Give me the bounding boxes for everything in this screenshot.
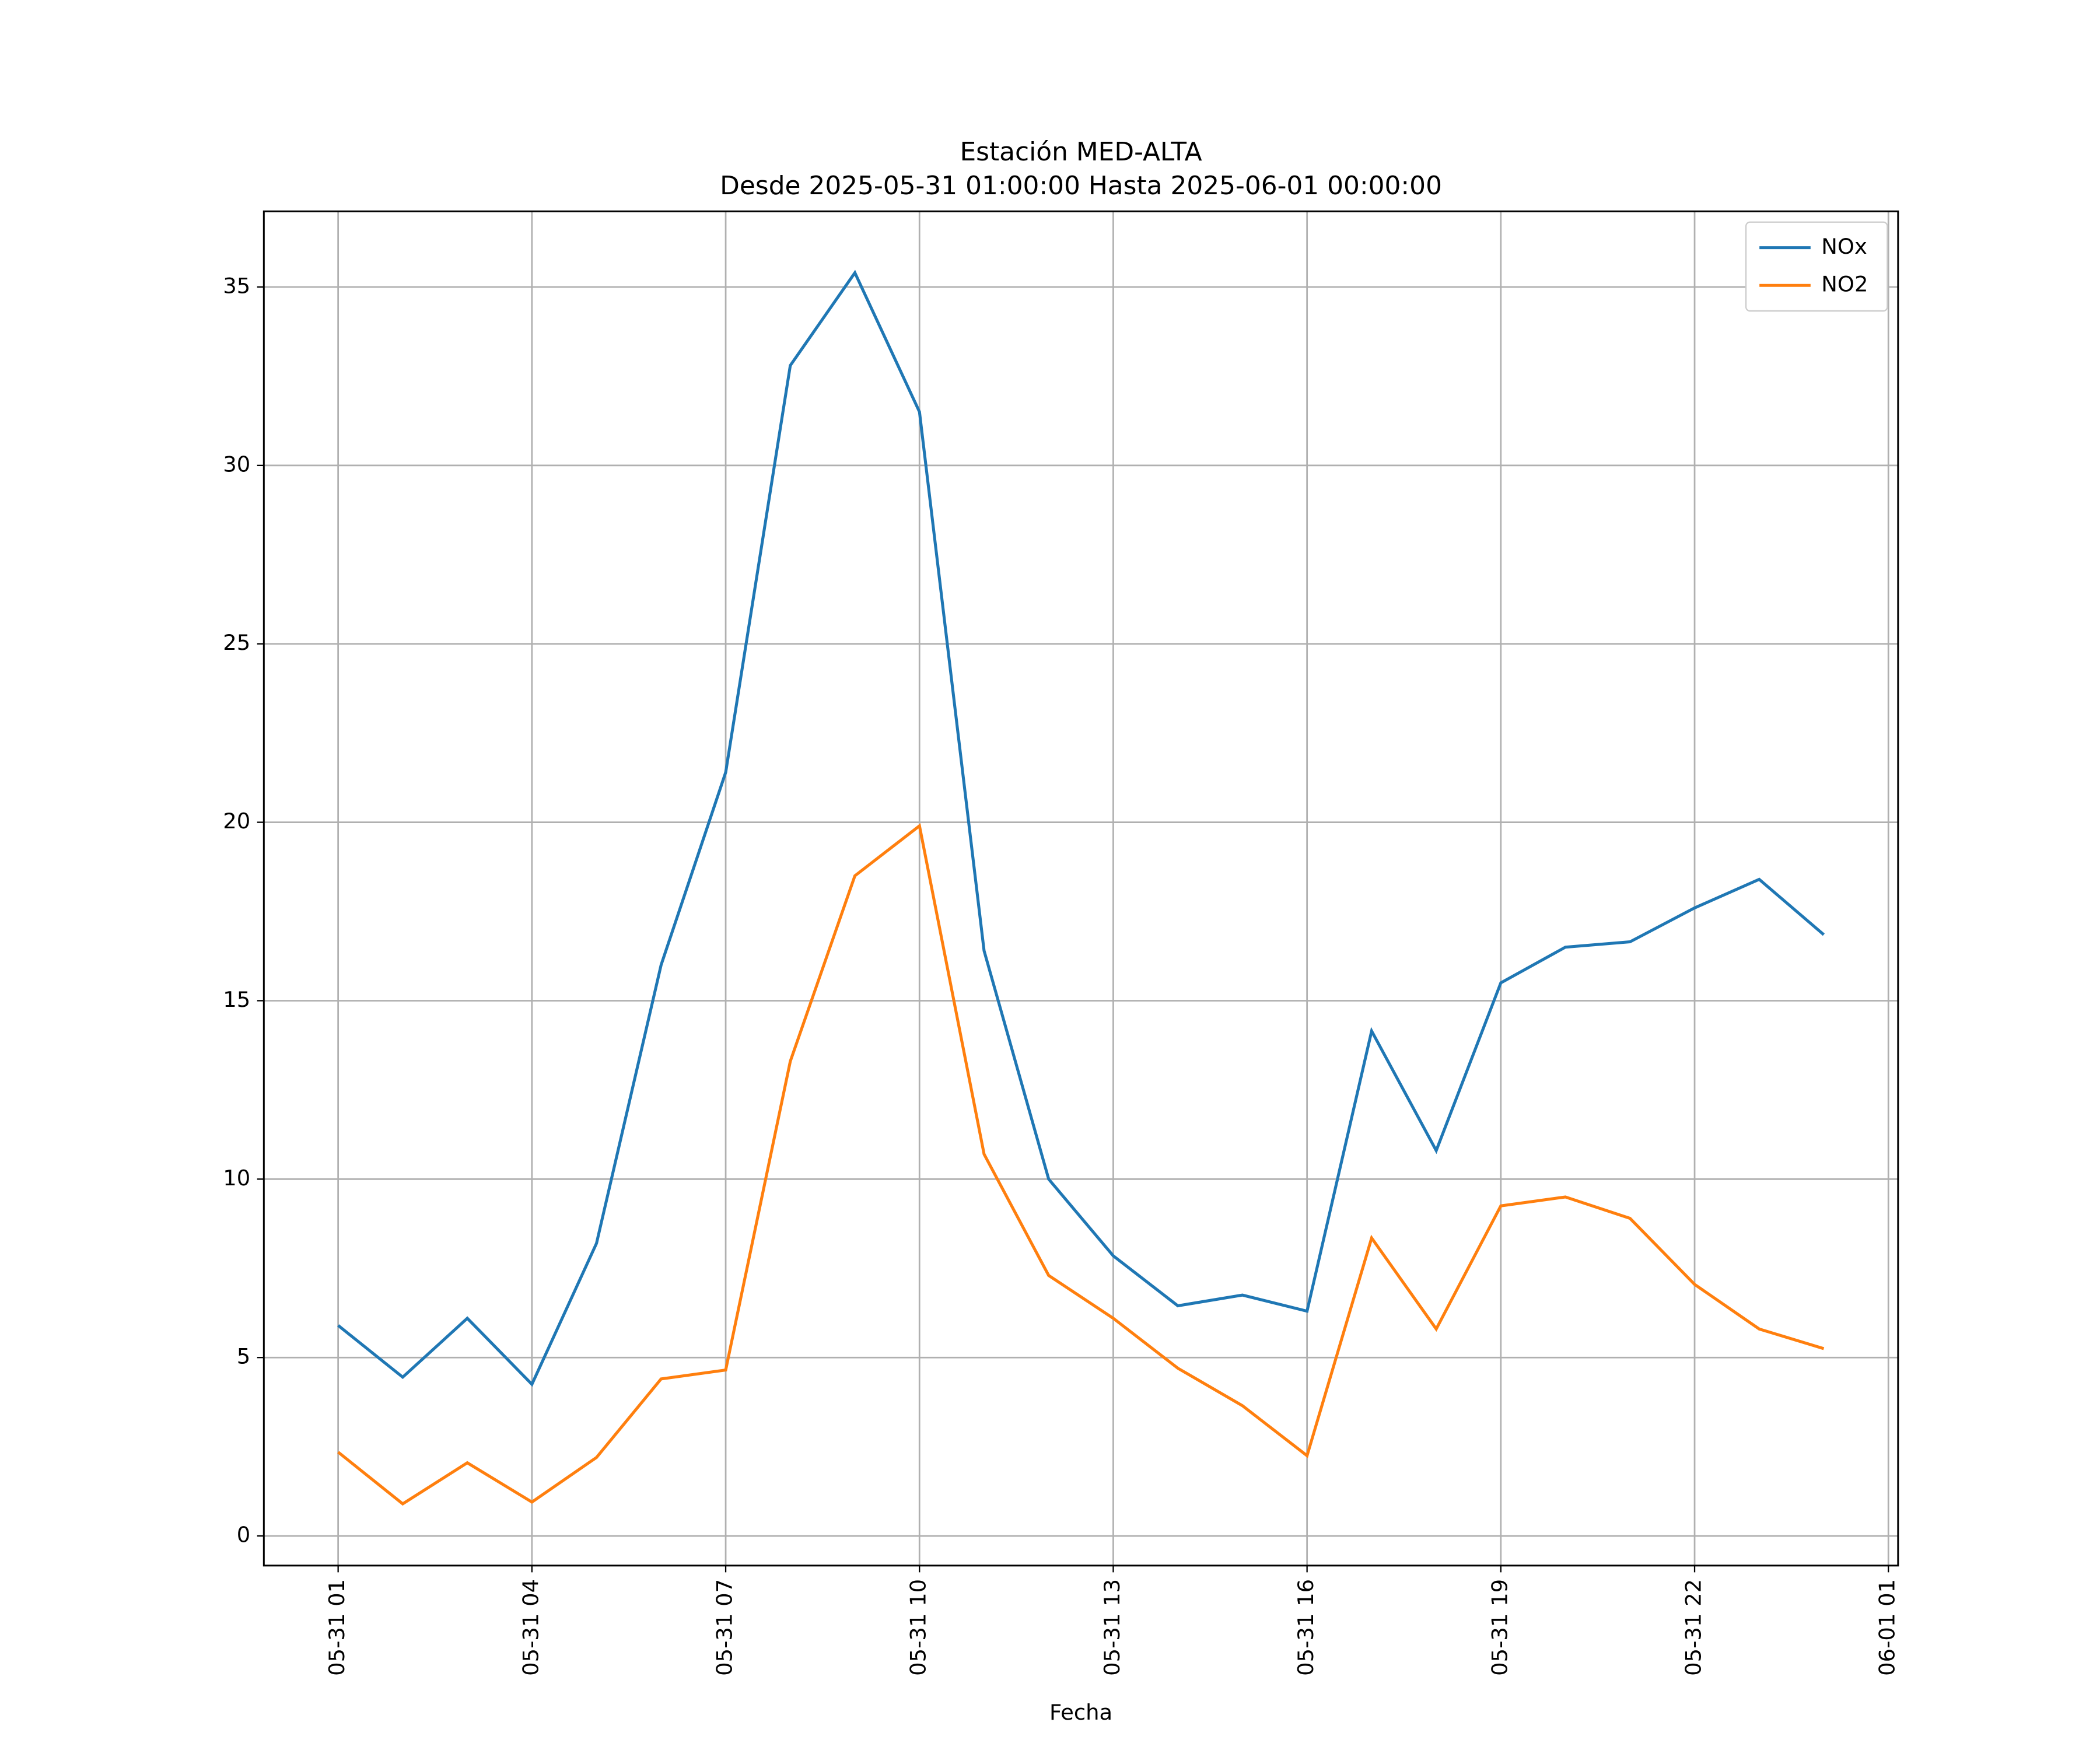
x-tick-label: 05-31 04: [518, 1579, 543, 1676]
y-tick-label: 10: [223, 1166, 250, 1191]
data-line: [337, 270, 1825, 1387]
x-tick-label: 05-31 16: [1293, 1579, 1318, 1676]
legend-label: NOx: [1821, 234, 1867, 259]
legend-box: [1745, 221, 1888, 312]
legend-label: NO2: [1821, 272, 1868, 297]
x-tick-label: 05-31 01: [324, 1579, 349, 1676]
x-tick-label: 05-31 10: [906, 1579, 931, 1676]
data-line: [337, 823, 1825, 1506]
y-tick-label: 25: [223, 630, 250, 655]
y-tick-label: 15: [223, 987, 250, 1012]
y-tick-label: 30: [223, 452, 250, 477]
x-axis-label: Fecha: [1049, 1700, 1112, 1725]
plot-frame: [262, 210, 1899, 1567]
x-tick-label: 06-01 01: [1875, 1579, 1900, 1676]
chart-title: Estación MED-ALTA: [960, 137, 1202, 167]
x-tick-label: 05-31 13: [1100, 1579, 1125, 1676]
legend: NOx NO2: [1745, 221, 1888, 312]
y-tick-label: 35: [223, 273, 250, 298]
chart-subtitle: Desde 2025-05-31 01:00:00 Hasta 2025-06-…: [720, 171, 1442, 201]
y-tick-label: 5: [237, 1344, 250, 1369]
y-tick-label: 20: [223, 808, 250, 834]
x-tick-label: 05-31 07: [712, 1579, 737, 1676]
y-tick-label: 0: [237, 1522, 250, 1548]
x-tick-label: 05-31 22: [1681, 1579, 1706, 1676]
x-tick-label: 05-31 19: [1487, 1579, 1512, 1676]
